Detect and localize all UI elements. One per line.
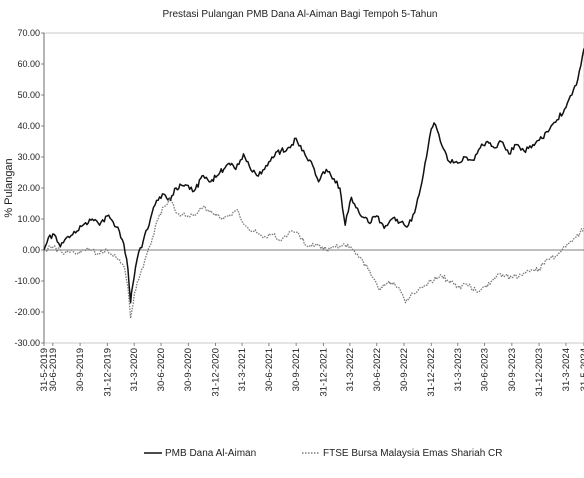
x-tick-label: 31-3-2023 xyxy=(453,348,464,391)
chart-title: Prestasi Pulangan PMB Dana Al-Aiman Bagi… xyxy=(163,9,438,20)
x-tick-label: 31-3-2022 xyxy=(345,348,356,391)
x-tick-label: 31-12-2019 xyxy=(102,348,113,397)
y-tick-label: 30.00 xyxy=(17,152,40,162)
x-tick-label: 31-3-2020 xyxy=(129,348,140,391)
x-tick-label: 31-12-2023 xyxy=(534,348,545,397)
series-layer xyxy=(43,48,584,319)
x-tick-label: 30-9-2019 xyxy=(75,348,86,391)
x-tick-label: 30-6-2020 xyxy=(156,348,167,391)
y-axis-label: % Pulangan xyxy=(3,158,15,217)
x-tick-label: 31-5-2019 xyxy=(39,348,50,391)
x-tick-label: 30-6-2021 xyxy=(264,348,275,391)
x-tick-label: 30-6-2019 xyxy=(48,348,59,391)
x-tick-label: 31-12-2020 xyxy=(210,348,221,397)
y-tick-label: 20.00 xyxy=(17,183,40,193)
y-tick-label: 40.00 xyxy=(17,121,40,131)
y-tick-label: -30.00 xyxy=(14,338,40,348)
legend: PMB Dana Al-Aiman FTSE Bursa Malaysia Em… xyxy=(144,448,503,459)
x-tick-label: 30-9-2023 xyxy=(507,348,518,391)
y-tick-label: 60.00 xyxy=(17,59,40,69)
y-tick-label: -10.00 xyxy=(14,276,40,286)
series-line-1 xyxy=(43,48,584,304)
y-tick-label: -20.00 xyxy=(14,307,40,317)
x-tick-label: 31-12-2022 xyxy=(426,348,437,397)
series-line-2 xyxy=(43,196,584,319)
plot-area xyxy=(43,32,584,344)
x-tick-label: 31-12-2021 xyxy=(318,348,329,397)
x-tick-label: 30-6-2022 xyxy=(372,348,383,391)
legend-label-series-2: FTSE Bursa Malaysia Emas Shariah CR xyxy=(323,448,503,459)
x-tick-label: 30-6-2023 xyxy=(480,348,491,391)
x-tick-label: 30-9-2022 xyxy=(399,348,410,391)
x-tick-label: 31-3-2024 xyxy=(561,348,572,391)
x-tick-label: 30-9-2020 xyxy=(183,348,194,391)
y-tick-label: 50.00 xyxy=(17,90,40,100)
x-tick-label: 30-9-2021 xyxy=(291,348,302,391)
axes: -30.00 -20.00 -10.00 0.00 10.00 20.00 30.00 40.… xyxy=(14,28,584,397)
x-tick-label: 31-3-2021 xyxy=(237,348,248,391)
y-tick-label: 0.00 xyxy=(22,245,40,255)
y-tick-label: 10.00 xyxy=(17,214,40,224)
x-tick-label: 31-5-2024 xyxy=(579,348,584,391)
legend-label-series-1: PMB Dana Al-Aiman xyxy=(165,448,256,459)
y-tick-label: 70.00 xyxy=(17,28,40,38)
